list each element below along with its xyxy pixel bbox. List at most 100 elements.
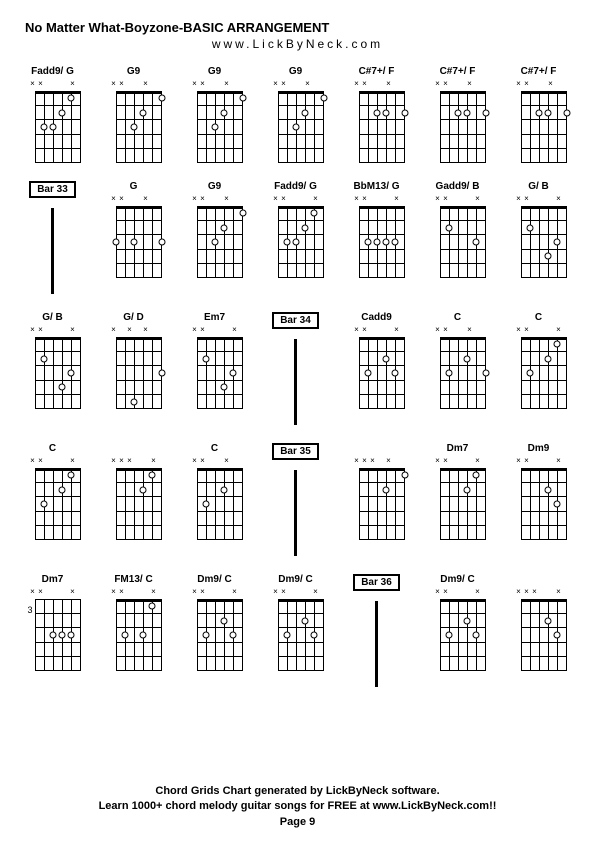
finger-dot — [149, 472, 156, 479]
chord-diagram — [197, 91, 243, 163]
footer-line1: Chord Grids Chart generated by LickByNec… — [0, 784, 595, 799]
chord-block: Fadd9/ G××× — [268, 181, 323, 294]
chord-name: G — [130, 181, 138, 195]
chord-name: Dm9/ C — [440, 574, 474, 588]
finger-dot — [202, 355, 209, 362]
chord-block: C#7+/ F××× — [430, 66, 485, 163]
chord-name: G9 — [127, 66, 140, 80]
finger-dot — [221, 617, 228, 624]
chord-block: Em7××× — [187, 312, 242, 425]
chord-row: Bar 33G×××G9×××Fadd9/ G×××BbM13/ G×××Gad… — [25, 181, 570, 294]
finger-dot — [202, 501, 209, 508]
finger-dot — [59, 486, 66, 493]
bar-label: Bar 35 — [272, 443, 319, 460]
bar-marker: Bar 34 — [268, 312, 323, 425]
muted-markers: ×××× — [354, 457, 400, 467]
chord-row: Dm7×××3FM13/ C×××Dm9/ C×××Dm9/ C×××Bar 3… — [25, 574, 570, 687]
chord-block: FM13/ C××× — [106, 574, 161, 687]
chord-name: C — [454, 312, 461, 326]
chord-name: Em7 — [204, 312, 225, 326]
finger-dot — [373, 239, 380, 246]
chord-block: Fadd9/ G××× — [25, 66, 80, 163]
chord-block: C××× — [430, 312, 485, 425]
muted-markers: ××× — [192, 326, 238, 336]
chord-block: ×××× — [511, 574, 566, 687]
finger-dot — [320, 95, 327, 102]
finger-dot — [40, 501, 47, 508]
finger-dot — [445, 224, 452, 231]
header: No Matter What-Boyzone-BASIC ARRANGEMENT… — [25, 20, 570, 51]
finger-dot — [464, 355, 471, 362]
finger-dot — [401, 109, 408, 116]
footer-page: Page 9 — [0, 815, 595, 830]
finger-dot — [373, 109, 380, 116]
chord-block: C#7+/ F××× — [349, 66, 404, 163]
bar-line — [51, 208, 54, 294]
chord-block: G9××× — [106, 66, 161, 163]
chord-name: Dm9/ C — [197, 574, 231, 588]
muted-markers: ××× — [435, 457, 481, 467]
chord-name: G/ B — [528, 181, 549, 195]
muted-markers: ××× — [30, 588, 76, 598]
bar-marker: Bar 33 — [25, 181, 80, 294]
muted-markers: ××× — [516, 457, 562, 467]
bar-line — [294, 470, 297, 556]
muted-markers: ××× — [111, 80, 157, 90]
chord-block: C××× — [25, 443, 80, 556]
chord-name: G9 — [289, 66, 302, 80]
finger-dot — [445, 632, 452, 639]
finger-dot — [239, 95, 246, 102]
chord-diagram — [116, 206, 162, 278]
muted-markers: ××× — [435, 326, 481, 336]
finger-dot — [302, 617, 309, 624]
finger-dot — [464, 486, 471, 493]
muted-markers: ×××× — [111, 457, 157, 467]
chord-name: Dm7 — [42, 574, 64, 588]
chord-name: Cadd9 — [361, 312, 392, 326]
finger-dot — [473, 632, 480, 639]
chord-diagram — [35, 91, 81, 163]
muted-markers: ×××× — [516, 588, 562, 598]
chord-name: Dm9/ C — [278, 574, 312, 588]
finger-dot — [482, 370, 489, 377]
chord-name: C#7+/ F — [359, 66, 395, 80]
chord-block: Gadd9/ B××× — [430, 181, 485, 294]
bar-label: Bar 36 — [353, 574, 400, 591]
muted-markers: ××× — [516, 195, 562, 205]
finger-dot — [40, 355, 47, 362]
finger-dot — [221, 486, 228, 493]
muted-markers: ××× — [192, 195, 238, 205]
chord-name: G/ B — [42, 312, 63, 326]
finger-dot — [545, 486, 552, 493]
finger-dot — [283, 632, 290, 639]
finger-dot — [482, 109, 489, 116]
chord-name: BbM13/ G — [353, 181, 399, 195]
chord-block: ×××× — [106, 443, 161, 556]
finger-dot — [130, 398, 137, 405]
chord-name: G9 — [208, 181, 221, 195]
finger-dot — [392, 239, 399, 246]
finger-dot — [383, 239, 390, 246]
chord-diagram — [116, 468, 162, 540]
finger-dot — [383, 109, 390, 116]
chord-diagram — [440, 206, 486, 278]
finger-dot — [158, 95, 165, 102]
footer-line2: Learn 1000+ chord melody guitar songs fo… — [0, 799, 595, 814]
finger-dot — [292, 239, 299, 246]
chord-diagram — [278, 91, 324, 163]
muted-markers: ××× — [435, 195, 481, 205]
chord-block: ×××× — [349, 443, 404, 556]
chord-diagram — [116, 91, 162, 163]
finger-dot — [59, 384, 66, 391]
chord-block: C#7+/ F××× — [511, 66, 566, 163]
finger-dot — [283, 239, 290, 246]
muted-markers: ××× — [111, 588, 157, 598]
bar-label: Bar 34 — [272, 312, 319, 329]
chord-name: C — [211, 443, 218, 457]
finger-dot — [239, 210, 246, 217]
chord-diagram — [116, 337, 162, 409]
finger-dot — [112, 239, 119, 246]
chord-diagram — [521, 599, 567, 671]
finger-dot — [68, 632, 75, 639]
finger-dot — [49, 632, 56, 639]
